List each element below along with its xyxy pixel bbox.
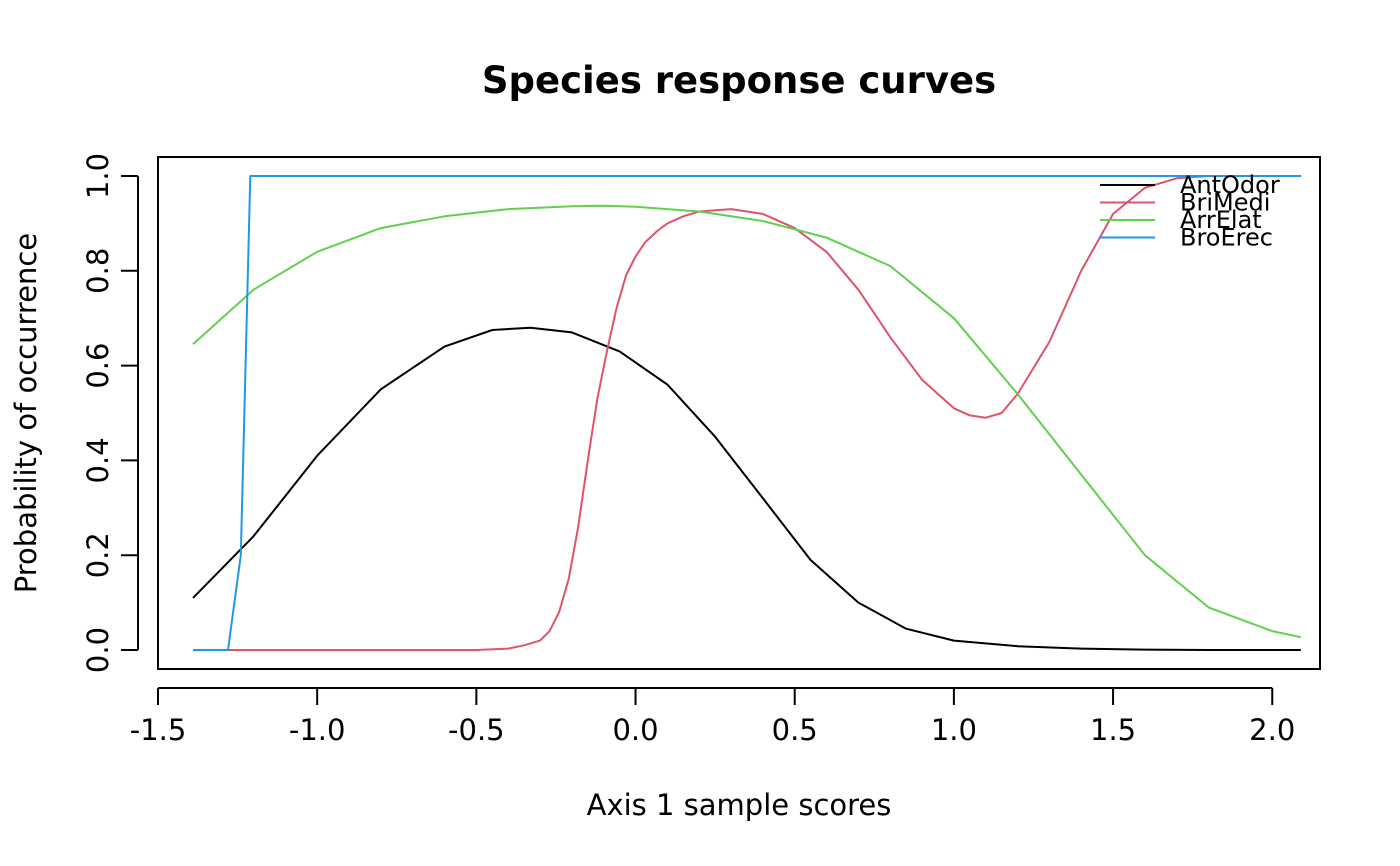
legend-label: BroErec bbox=[1180, 224, 1273, 252]
x-tick-label: 0.0 bbox=[612, 713, 658, 747]
y-tick-label: 1.0 bbox=[81, 153, 115, 199]
series-line-arrelat bbox=[192, 204, 1302, 639]
x-tick-label: 1.5 bbox=[1090, 713, 1136, 747]
x-axis: -1.5 -1.0 -0.5 0.0 0.5 1.0 1.5 2.0 bbox=[130, 687, 1295, 747]
y-tick-label: 0.0 bbox=[81, 627, 115, 673]
y-axis-label: Probability of occurrence bbox=[9, 233, 43, 593]
x-axis-label: Axis 1 sample scores bbox=[587, 788, 892, 822]
legend-label: AntOdor bbox=[1180, 171, 1280, 199]
series-line-antodor bbox=[192, 326, 1301, 651]
y-tick-label: 0.8 bbox=[81, 248, 115, 294]
x-tick-label: 1.0 bbox=[931, 713, 977, 747]
legend-label: BriMedi bbox=[1180, 189, 1270, 217]
x-tick-label: 2.0 bbox=[1249, 713, 1295, 747]
x-tick-label: 0.5 bbox=[772, 713, 818, 747]
chart-title: Species response curves bbox=[482, 59, 996, 102]
series-layer bbox=[192, 175, 1302, 651]
y-tick-label: 0.2 bbox=[81, 532, 115, 578]
x-tick-label: -0.5 bbox=[448, 713, 505, 747]
y-tick-label: 0.4 bbox=[81, 437, 115, 483]
x-tick-label: -1.5 bbox=[130, 713, 187, 747]
y-axis: 0.0 0.2 0.4 0.6 0.8 1.0 bbox=[81, 153, 139, 673]
series-line-broerec bbox=[193, 175, 1301, 651]
plot-frame bbox=[157, 156, 1321, 670]
y-tick-label: 0.6 bbox=[81, 343, 115, 389]
x-tick-label: -1.0 bbox=[289, 713, 346, 747]
legend-label: ArrElat bbox=[1180, 206, 1262, 234]
